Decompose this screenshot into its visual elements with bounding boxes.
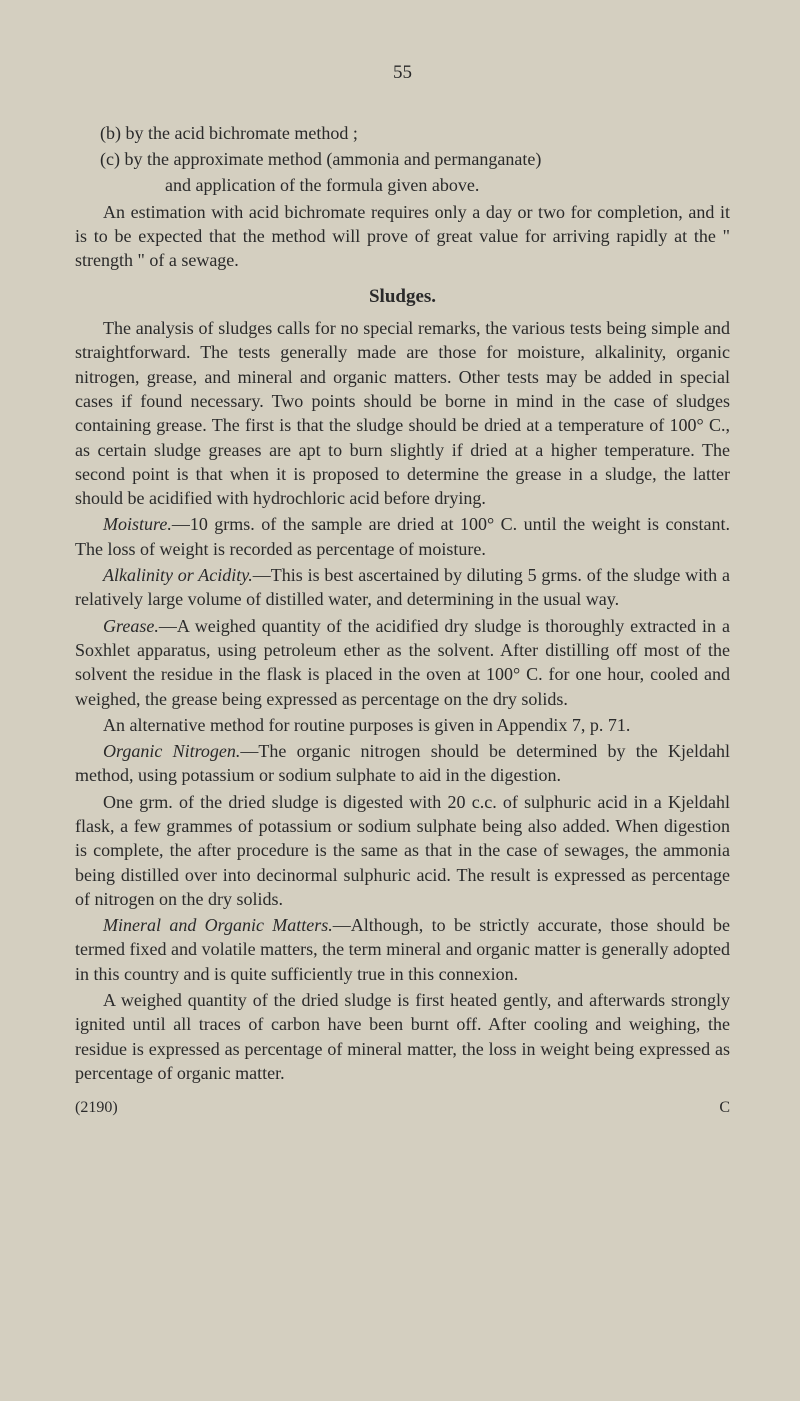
- label-moisture: Moisture.: [103, 514, 172, 534]
- list-item-b: (b) by the acid bichromate method ;: [75, 121, 730, 145]
- paragraph-alkalinity: Alkalinity or Acidity.—This is best asce…: [75, 563, 730, 612]
- label-organic: Organic Nitrogen.: [103, 741, 240, 761]
- label-grease: Grease.: [103, 616, 159, 636]
- page-number: 55: [75, 60, 730, 86]
- paragraph-organic-nitrogen: Organic Nitrogen.—The organic nitrogen s…: [75, 739, 730, 788]
- paragraph-grease: Grease.—A weighed quantity of the acidif…: [75, 614, 730, 711]
- paragraph-one-grm: One grm. of the dried sludge is digested…: [75, 790, 730, 911]
- label-alkalinity: Alkalinity or Acidity.: [103, 565, 253, 585]
- paragraph-weighed: A weighed quantity of the dried sludge i…: [75, 988, 730, 1085]
- document-page: 55 (b) by the acid bichromate method ; (…: [0, 0, 800, 1169]
- page-footer: (2190) C: [75, 1097, 730, 1119]
- footer-right-sig: C: [719, 1097, 730, 1119]
- list-item-c: (c) by the approximate method (ammonia a…: [75, 147, 730, 171]
- paragraph-estimation: An estimation with acid bichromate requi…: [75, 200, 730, 273]
- paragraph-sludges-intro: The analysis of sludges calls for no spe…: [75, 316, 730, 510]
- text-grease: —A weighed quantity of the acidified dry…: [75, 616, 730, 709]
- paragraph-alternative: An alternative method for routine purpos…: [75, 713, 730, 737]
- heading-sludges: Sludges.: [75, 284, 730, 310]
- text-moisture: —10 grms. of the sample are dried at 100…: [75, 514, 730, 558]
- label-mineral: Mineral and Organic Matters.: [103, 915, 333, 935]
- paragraph-mineral: Mineral and Organic Matters.—Although, t…: [75, 913, 730, 986]
- footer-left-ref: (2190): [75, 1097, 118, 1119]
- list-item-c-cont: and application of the formula given abo…: [75, 173, 730, 197]
- paragraph-moisture: Moisture.—10 grms. of the sample are dri…: [75, 512, 730, 561]
